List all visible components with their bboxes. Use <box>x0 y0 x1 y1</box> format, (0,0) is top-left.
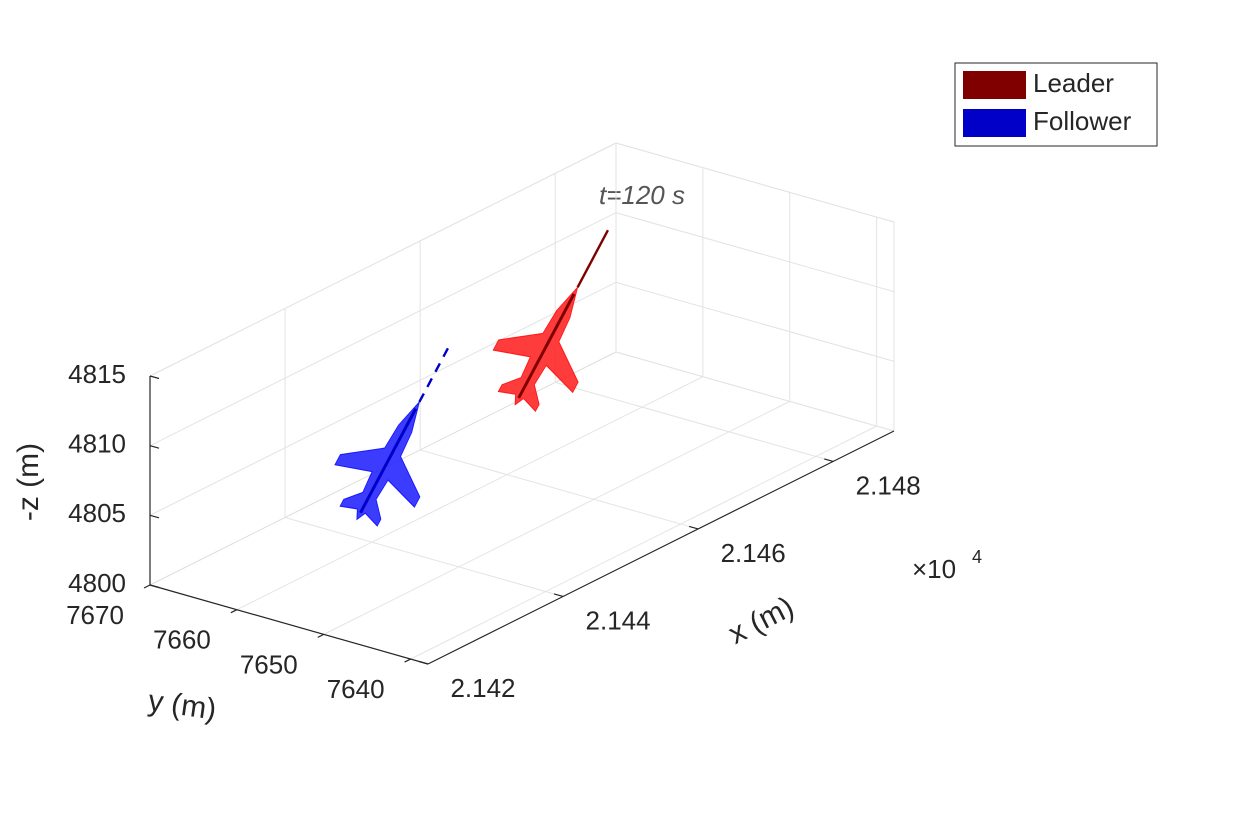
heading-line <box>576 229 609 288</box>
z-tick <box>149 445 160 449</box>
aircraft-spine <box>359 407 418 514</box>
grid-line <box>410 425 877 660</box>
y-tick <box>230 609 238 614</box>
legend-swatch <box>963 109 1026 137</box>
y-tick-label: 7640 <box>327 674 385 704</box>
x-tick <box>824 458 834 462</box>
aircraft-body <box>334 400 421 527</box>
grid-line <box>615 212 895 293</box>
z-axis-label: -z (m) <box>12 443 45 521</box>
grid-line <box>323 400 790 635</box>
annotation: t=120 s <box>599 180 685 210</box>
grid-line <box>236 376 704 611</box>
grid-line <box>149 281 617 516</box>
y-tick <box>404 658 411 663</box>
grid-line <box>615 281 895 362</box>
aircraft-body <box>492 285 579 413</box>
y-axis <box>149 584 429 665</box>
y-tick-label: 7660 <box>153 625 211 655</box>
aircraft <box>334 344 451 527</box>
z-tick-label: 4805 <box>68 498 126 528</box>
x-tick-label: 2.146 <box>721 538 786 568</box>
grid-line <box>420 449 699 530</box>
heading-line <box>418 344 451 403</box>
grid-line <box>555 381 834 462</box>
grid-line <box>284 516 564 597</box>
x-tick-label: 2.148 <box>856 470 921 500</box>
z-tick-label: 4810 <box>68 429 126 459</box>
x-tick <box>553 593 564 598</box>
x-axis <box>427 430 895 665</box>
z-tick-label: 4800 <box>68 568 126 598</box>
x-tick <box>688 525 699 530</box>
aircraft <box>492 229 609 413</box>
z-tick-label: 4815 <box>68 359 126 389</box>
x-tick-label: 2.144 <box>586 605 651 635</box>
z-tick <box>149 514 160 519</box>
legend-swatch <box>963 71 1026 99</box>
z-tick <box>149 584 160 589</box>
x-axis-label: x (m) <box>723 590 799 650</box>
box-edge <box>615 351 895 432</box>
box-edge <box>149 142 617 377</box>
y-tick <box>317 633 325 638</box>
x-tick <box>418 660 429 665</box>
y-tick-label: 7670 <box>66 600 124 630</box>
y-tick <box>143 584 151 589</box>
x-multiplier-exponent: 4 <box>972 547 982 567</box>
legend-label: Follower <box>1033 106 1132 136</box>
box-edge <box>615 142 895 223</box>
x-multiplier: ×10 <box>912 554 956 584</box>
y-tick-label: 7650 <box>240 649 298 679</box>
z-tick <box>149 375 160 380</box>
legend-label: Leader <box>1033 68 1114 98</box>
x-tick-label: 2.142 <box>450 673 515 703</box>
y-axis-label: y (m) <box>146 684 218 726</box>
aircraft-spine <box>517 293 576 399</box>
grid-line <box>149 212 617 447</box>
